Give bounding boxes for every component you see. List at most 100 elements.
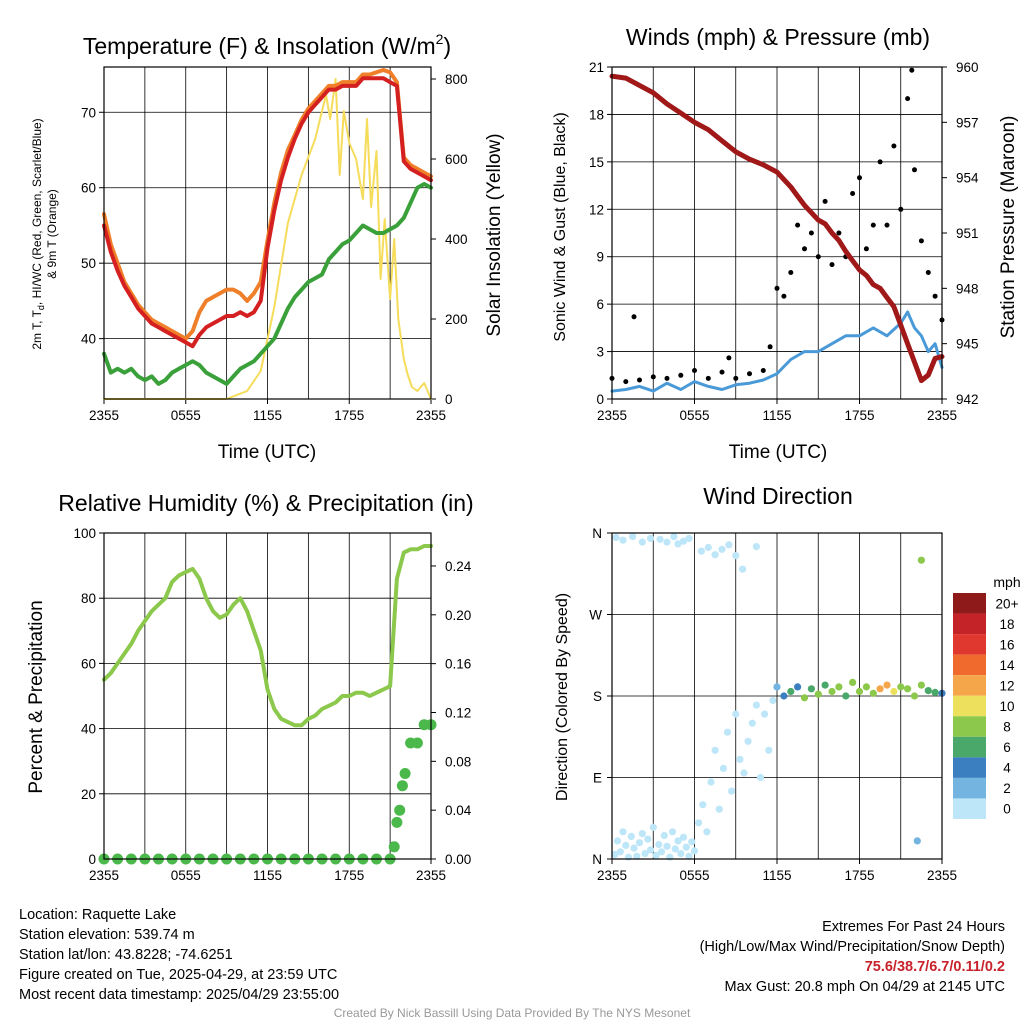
direction-point <box>862 683 871 691</box>
dir-xtick-label: 1755 <box>844 868 874 883</box>
direction-point <box>917 556 926 564</box>
direction-point <box>663 842 671 850</box>
rh-ytick-right-label: 0.16 <box>445 657 471 672</box>
location-text: Location: Raquette Lake <box>19 907 177 923</box>
rh-frame <box>103 532 432 860</box>
direction-point <box>807 685 816 693</box>
direction-point <box>723 728 732 736</box>
temp-ytick-right-label: 400 <box>445 232 468 247</box>
legend-swatch <box>953 695 986 717</box>
gust-point <box>932 293 938 299</box>
wind-ytick-right-label: 951 <box>956 226 979 241</box>
direction-point <box>629 533 637 541</box>
rh-ytick-right-label: 0.04 <box>445 803 472 818</box>
direction-point <box>711 746 719 754</box>
direction-point <box>649 823 657 831</box>
direction-point <box>616 848 624 856</box>
dir-frame <box>611 532 943 860</box>
direction-point <box>752 701 761 709</box>
direction-point <box>619 536 627 544</box>
legend-swatch <box>953 613 986 635</box>
wind-ytick-right-label: 954 <box>956 171 979 186</box>
gust-point <box>898 206 904 212</box>
direction-point <box>725 541 733 549</box>
dir-legend-unit: mph <box>993 574 1020 590</box>
direction-point <box>663 538 671 546</box>
gust-point <box>877 159 883 165</box>
gust-point <box>719 369 725 375</box>
wind-ytick-right-label: 960 <box>956 60 979 75</box>
direction-point <box>697 547 706 555</box>
direction-point <box>690 847 699 855</box>
gust-point <box>815 254 821 260</box>
rh-ytick-label: 60 <box>81 656 96 671</box>
precipitation-point <box>394 804 406 816</box>
legend-label: 20+ <box>996 596 1019 611</box>
gust-point <box>863 246 869 252</box>
gust-point <box>623 379 629 385</box>
direction-point <box>756 773 765 782</box>
gust-point <box>637 377 642 383</box>
direction-point <box>646 846 655 854</box>
temp-xtick-label: 0555 <box>171 408 201 423</box>
rh-ytick-label: 20 <box>81 787 96 802</box>
precipitation-point <box>388 841 400 853</box>
gust-point <box>692 368 697 373</box>
direction-point <box>740 769 748 777</box>
direction-point <box>685 852 693 860</box>
extremes-info: Extremes For Past 24 Hours (High/Low/Max… <box>700 917 1005 997</box>
direction-point <box>674 540 682 548</box>
gust-point <box>650 374 656 380</box>
gust-point <box>850 191 856 196</box>
direction-point <box>715 805 723 813</box>
legend-swatch <box>953 757 986 778</box>
legend-label: 10 <box>999 699 1014 714</box>
gust-point <box>747 371 752 377</box>
extremes-values: 75.6/38.7/6.7/0.11/0.2 <box>864 959 1005 975</box>
legend-label: 14 <box>999 658 1015 673</box>
rh-title: Relative Humidity (%) & Precipitation (i… <box>58 490 473 516</box>
direction-point <box>897 683 905 691</box>
relative-humidity-line <box>102 544 433 728</box>
gust-point <box>918 238 924 244</box>
dir-ytick-label: N <box>592 852 602 867</box>
elevation-text: Station elevation: 539.74 m <box>19 927 195 943</box>
direction-point <box>685 534 693 543</box>
wind-ytick-right-label: 948 <box>956 281 979 296</box>
temp-ytick-label: 70 <box>81 105 96 120</box>
rh-ytick-label: 80 <box>81 591 96 606</box>
direction-point <box>828 687 836 696</box>
latlon-text: Station lat/lon: 43.8228; -74.6251 <box>19 947 233 963</box>
direction-point <box>883 681 891 689</box>
gust-point <box>857 175 862 181</box>
rh-ytick-right-label: 0.12 <box>445 705 471 720</box>
gust-point <box>870 222 876 228</box>
direction-point <box>869 689 877 697</box>
gust-point <box>788 270 794 275</box>
direction-point <box>638 538 646 546</box>
direction-point <box>657 848 666 856</box>
temp-xtick-label: 2355 <box>89 408 119 423</box>
direction-point <box>718 545 726 553</box>
dewpoint-line <box>102 182 433 386</box>
direction-point <box>679 833 688 841</box>
gust-point <box>909 67 915 73</box>
temp-ylabel-left-1: 2m T, Td, HI/WC (Red, Green, Scarlet/Blu… <box>30 118 46 349</box>
direction-point <box>842 692 850 700</box>
direction-point <box>924 687 932 695</box>
sonic-wind-line <box>610 310 944 393</box>
direction-point <box>619 828 627 836</box>
precipitation-point <box>391 816 403 828</box>
max-gust-text: Max Gust: 20.8 mph On 04/29 at 2145 UTC <box>724 979 1005 995</box>
gust-point <box>891 143 897 149</box>
direction-point <box>821 681 829 689</box>
station-pressure-line <box>609 73 945 384</box>
direction-point <box>736 755 744 764</box>
direction-point <box>748 719 756 727</box>
direction-point <box>641 850 649 858</box>
rh-xtick-label: 2355 <box>416 868 446 883</box>
temp-ytick-right-label: 600 <box>445 152 468 167</box>
direction-point <box>719 764 728 773</box>
station-info: Location: Raquette Lake Station elevatio… <box>19 905 339 1005</box>
gust-point <box>912 167 917 173</box>
